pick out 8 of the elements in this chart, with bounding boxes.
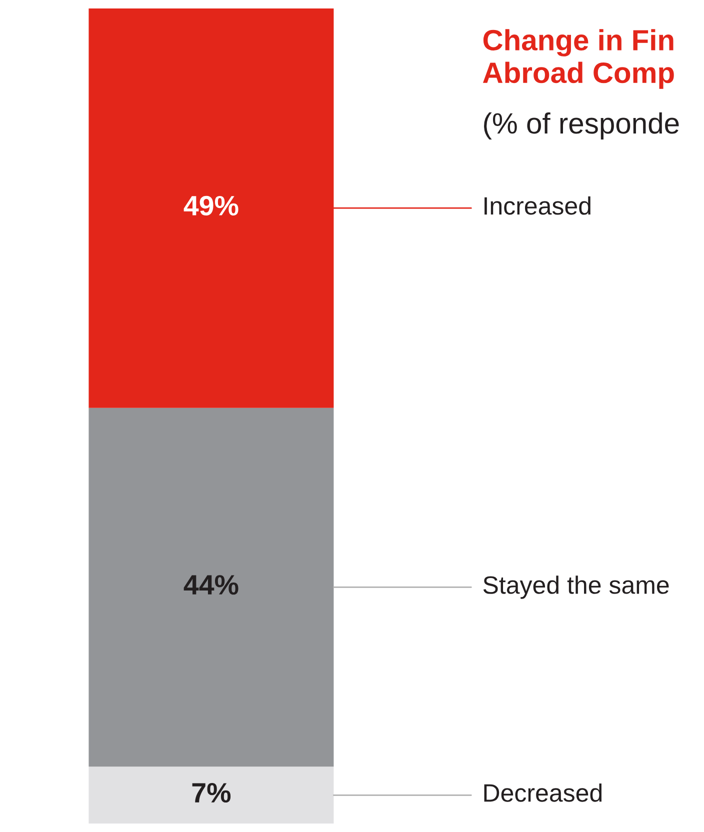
text: (% of responde	[484, 112, 679, 140]
text: Stayed the same	[483, 576, 669, 599]
text: Change in Fin Abroad Comp	[482, 29, 674, 89]
text: Increased	[484, 196, 590, 215]
data-label: 49%	[184, 196, 238, 216]
text: Decreased	[484, 783, 602, 802]
data-label: 7%	[192, 783, 231, 803]
data-label: 44%	[184, 575, 238, 595]
